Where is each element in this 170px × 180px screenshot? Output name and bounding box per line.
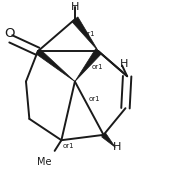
Text: or1: or1 [63, 143, 75, 148]
Text: H: H [120, 59, 128, 69]
Polygon shape [72, 17, 98, 51]
Polygon shape [36, 49, 75, 82]
Polygon shape [102, 133, 115, 147]
Text: O: O [4, 27, 14, 40]
Text: or1: or1 [83, 31, 95, 37]
Text: H: H [71, 2, 79, 12]
Text: Me: Me [37, 157, 52, 166]
Polygon shape [75, 49, 101, 82]
Text: or1: or1 [88, 96, 100, 102]
Text: or1: or1 [92, 64, 103, 70]
Text: H: H [113, 142, 121, 152]
